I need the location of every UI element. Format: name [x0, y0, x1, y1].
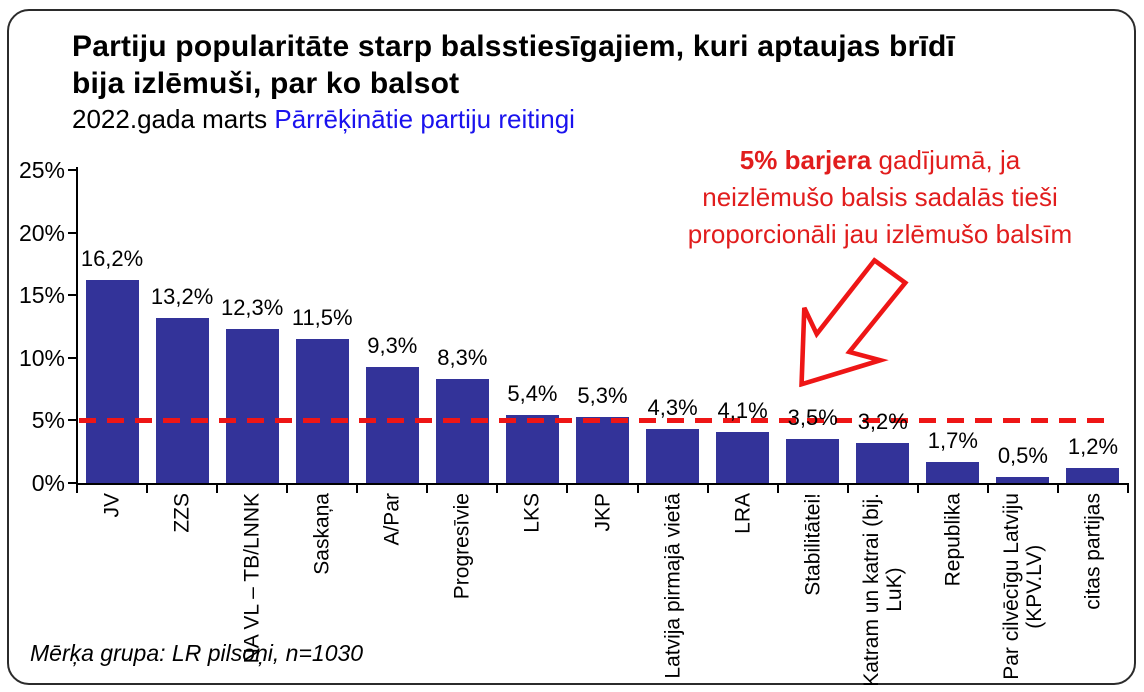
y-axis-label: 15% [18, 282, 65, 309]
y-axis-tick [68, 482, 77, 484]
x-axis-label: NA VL – TB/LNNK [240, 493, 264, 664]
chart-subtitle: 2022.gada marts Pārrēķinātie partiju rei… [72, 104, 575, 135]
x-axis-tick [146, 485, 149, 493]
bar [926, 461, 980, 483]
x-axis-tick [706, 485, 709, 493]
x-axis-label: Stabilitātei! [801, 493, 825, 596]
x-axis-label: ZZS [170, 493, 194, 533]
x-axis-tick [426, 485, 429, 493]
annotation-bold: 5% barjera [739, 145, 872, 175]
x-axis-label: Progresīvie [450, 493, 474, 600]
bar [996, 476, 1050, 483]
x-axis-label: JKP [591, 493, 614, 532]
bar-value-label: 3,5% [787, 405, 838, 431]
bar [435, 379, 489, 483]
x-axis-label: LRA [731, 493, 755, 534]
y-axis-label: 20% [18, 219, 65, 246]
y-axis-label: 10% [18, 344, 65, 371]
x-axis-tick [916, 485, 919, 493]
footnote: Mērķa grupa: LR pilsoņi, n=1030 [30, 640, 364, 666]
bar-value-label: 11,5% [291, 305, 353, 331]
bar-value-label: 5,4% [507, 381, 558, 407]
x-axis-tick [1056, 485, 1059, 493]
bar-value-label: 0,5% [997, 442, 1048, 468]
bar-value-label: 9,3% [367, 332, 418, 358]
annotation-line-1: 5% barjera gadījumā, ja [739, 145, 1021, 175]
x-axis-label: Par cilvēcīgu Latviju (KPV.LV) [999, 493, 1046, 680]
subtitle-date: 2022.gada marts [72, 104, 275, 134]
bar-value-label: 5,3% [577, 382, 628, 408]
x-axis-tick [216, 485, 219, 493]
x-axis-label: Saskaņa [310, 493, 334, 575]
y-axis-tick [68, 231, 77, 234]
x-axis-tick [776, 485, 779, 493]
x-axis-label: Republika [941, 493, 965, 587]
x-axis-label: citas partijas [1081, 493, 1105, 610]
bar [646, 429, 700, 483]
bar-value-label: 8,3% [437, 345, 488, 371]
x-axis [76, 483, 1129, 485]
threshold-line [79, 418, 1105, 424]
x-axis-tick [986, 485, 989, 493]
bar [225, 329, 279, 483]
bar-value-label: 4,3% [647, 395, 698, 421]
bar-value-label: 1,2% [1067, 433, 1119, 459]
y-axis-tick [68, 356, 77, 359]
x-axis-tick [636, 485, 639, 493]
y-axis-tick [68, 419, 77, 422]
threshold-annotation: 5% barjera gadījumā, ja neizlēmušo balsi… [630, 142, 1130, 253]
x-axis-tick [356, 485, 359, 493]
bar [716, 431, 770, 483]
bar [505, 415, 559, 483]
x-axis-tick [286, 485, 289, 493]
y-axis-tick [68, 169, 77, 171]
bar [856, 442, 910, 483]
x-axis-label: Katram un katrai (bij. LuK) [859, 493, 906, 687]
y-axis [76, 167, 78, 485]
threshold-arrow-icon [772, 252, 912, 402]
x-axis-label: JV [100, 493, 124, 518]
bar [155, 317, 209, 483]
y-axis-label: 25% [18, 157, 65, 183]
bar-value-label: 1,7% [927, 427, 978, 453]
subtitle-link[interactable]: Pārrēķinātie partiju reitingi [274, 104, 575, 134]
y-axis-tick [68, 294, 77, 297]
y-axis-label: 5% [31, 407, 65, 434]
bar-value-label: 16,2% [80, 246, 144, 272]
x-axis-tick [76, 485, 78, 493]
x-axis-tick [1127, 485, 1129, 493]
bar-value-label: 12,3% [220, 295, 284, 320]
bar [85, 280, 139, 483]
bar [786, 439, 840, 483]
x-axis-label: Latvija pirmajā vietā [661, 493, 685, 679]
bar-value-label: 13,2% [150, 283, 214, 309]
annotation-line-3: proporcionāli jau izlēmušo balsīm [687, 219, 1073, 249]
bar [295, 339, 349, 483]
bar-value-label: 3,2% [857, 408, 908, 434]
x-axis-label: LKS [520, 493, 544, 533]
x-axis-label: A/Par [380, 493, 404, 546]
bar [576, 416, 629, 483]
bar-value-label: 4,1% [717, 397, 768, 423]
x-axis-tick [496, 485, 499, 493]
annotation-line-2: neizlēmušo balsis sadalās tieši [702, 182, 1058, 212]
bar [365, 366, 419, 483]
x-axis-tick [566, 485, 569, 493]
chart-title: Partiju popularitāte starp balsstiesīgaj… [72, 30, 956, 100]
x-axis-tick [846, 485, 849, 493]
bar [1066, 467, 1120, 483]
y-axis-label: 0% [31, 470, 65, 496]
